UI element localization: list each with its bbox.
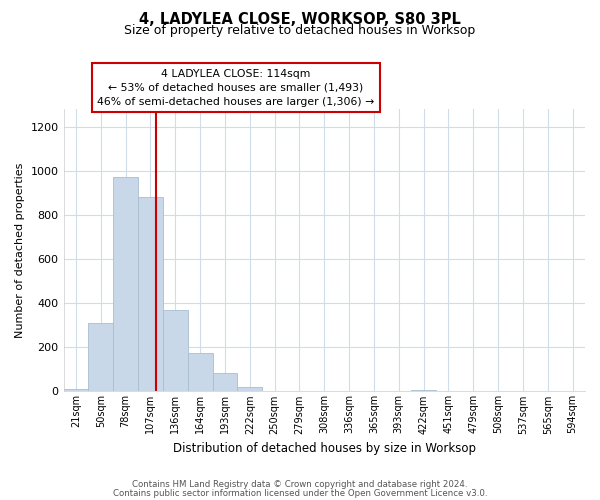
Text: 4, LADYLEA CLOSE, WORKSOP, S80 3PL: 4, LADYLEA CLOSE, WORKSOP, S80 3PL <box>139 12 461 28</box>
Text: Size of property relative to detached houses in Worksop: Size of property relative to detached ho… <box>124 24 476 37</box>
Text: Contains HM Land Registry data © Crown copyright and database right 2024.: Contains HM Land Registry data © Crown c… <box>132 480 468 489</box>
Y-axis label: Number of detached properties: Number of detached properties <box>15 162 25 338</box>
Bar <box>64 389 88 392</box>
Bar <box>238 387 262 392</box>
Bar <box>113 176 138 392</box>
Text: 4 LADYLEA CLOSE: 114sqm
← 53% of detached houses are smaller (1,493)
46% of semi: 4 LADYLEA CLOSE: 114sqm ← 53% of detache… <box>97 68 374 106</box>
Bar <box>88 323 113 392</box>
Bar <box>212 374 238 392</box>
Text: Contains public sector information licensed under the Open Government Licence v3: Contains public sector information licen… <box>113 488 487 498</box>
Bar <box>411 390 436 392</box>
Bar <box>138 198 163 392</box>
X-axis label: Distribution of detached houses by size in Worksop: Distribution of detached houses by size … <box>173 442 476 455</box>
Bar <box>163 310 188 392</box>
Bar <box>188 353 212 392</box>
